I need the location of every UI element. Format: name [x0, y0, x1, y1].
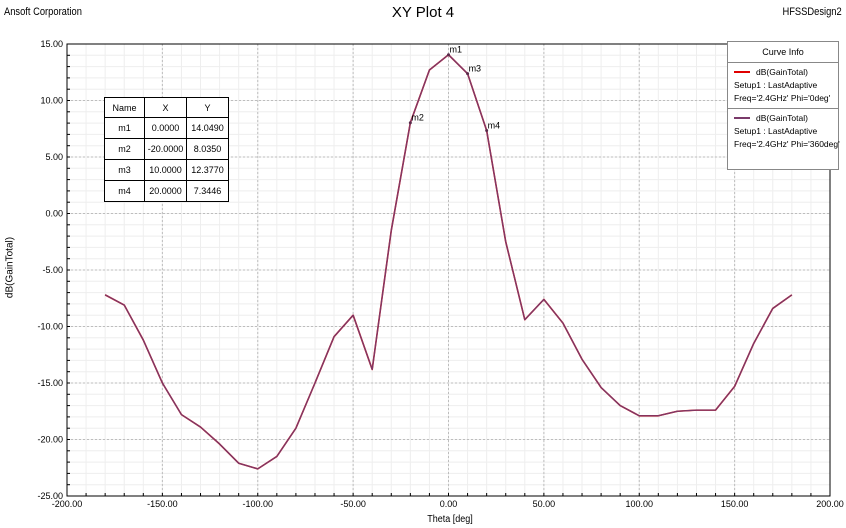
legend-entry[interactable]: dB(GainTotal) Setup1 : LastAdaptive Freq…	[728, 63, 838, 109]
y-tick-label: 5.00	[45, 152, 63, 162]
marker-table-header: Y	[186, 97, 229, 118]
legend-swatch	[734, 117, 750, 119]
marker-label: m3	[469, 64, 482, 74]
legend-swatch	[734, 71, 750, 73]
x-tick-label: 150.00	[721, 499, 749, 509]
x-tick-label: -200.00	[52, 499, 83, 509]
marker-table: Name X Y m1 0.0000 14.0490 m2 -20.0000 8…	[104, 97, 229, 202]
marker-point	[447, 53, 450, 57]
x-tick-label: -150.00	[147, 499, 178, 509]
table-cell: m4	[104, 180, 145, 202]
y-tick-label: -15.00	[37, 378, 63, 388]
legend-entry-freq: Freq='2.4GHz' Phi='360deg'	[734, 139, 840, 149]
marker-table-header-row: Name X Y	[104, 97, 229, 118]
design-name-label: HFSSDesign2	[782, 6, 842, 18]
table-cell: 20.0000	[144, 180, 187, 202]
y-axis-label: dB(GainTotal)	[4, 236, 16, 299]
legend-entry-name: dB(GainTotal)	[756, 113, 808, 123]
marker-table-header: X	[144, 97, 187, 118]
legend-entry-setup: Setup1 : LastAdaptive	[734, 80, 818, 90]
table-cell: m3	[104, 159, 145, 181]
y-tick-label: 10.00	[40, 96, 63, 106]
table-row: m1 0.0000 14.0490	[104, 117, 229, 139]
table-row: m2 -20.0000 8.0350	[104, 138, 229, 160]
legend-entry-setup: Setup1 : LastAdaptive	[734, 126, 818, 136]
company-label: Ansoft Corporation	[4, 6, 82, 18]
marker-table-header: Name	[104, 97, 145, 118]
x-tick-label: 100.00	[625, 499, 653, 509]
marker-point	[408, 121, 412, 125]
chart-title: XY Plot 4	[391, 4, 455, 21]
table-row: m3 10.0000 12.3770	[104, 159, 229, 181]
table-cell: 0.0000	[144, 117, 187, 139]
table-cell: 14.0490	[186, 117, 229, 139]
table-cell: 8.0350	[186, 138, 229, 160]
marker-point	[485, 129, 489, 133]
y-tick-label: -10.00	[37, 322, 63, 332]
legend[interactable]: Curve Info dB(GainTotal) Setup1 : LastAd…	[727, 41, 840, 170]
x-tick-label: 200.00	[816, 499, 844, 509]
table-cell: 7.3446	[186, 180, 229, 202]
x-tick-label: 0.00	[440, 499, 458, 509]
marker-label: m2	[411, 113, 424, 123]
legend-title: Curve Info	[728, 42, 838, 63]
table-cell: 10.0000	[144, 159, 187, 181]
y-tick-label: 15.00	[40, 39, 63, 49]
x-tick-label: -50.00	[340, 499, 366, 509]
marker-label: m4	[488, 121, 501, 131]
x-axis-label: Theta [deg]	[427, 514, 473, 525]
y-tick-label: 0.00	[45, 209, 63, 219]
marker-label: m1	[450, 45, 463, 55]
table-cell: -20.0000	[144, 138, 187, 160]
table-cell: m2	[104, 138, 145, 160]
table-cell: m1	[104, 117, 145, 139]
legend-entry[interactable]: dB(GainTotal) Setup1 : LastAdaptive Freq…	[728, 109, 840, 154]
legend-entry-freq: Freq='2.4GHz' Phi='0deg'	[734, 93, 831, 103]
y-tick-label: -25.00	[37, 491, 63, 501]
y-tick-label: -5.00	[42, 265, 63, 275]
y-tick-label: -20.00	[37, 435, 63, 445]
x-tick-label: 50.00	[533, 499, 556, 509]
legend-entry-name: dB(GainTotal)	[756, 67, 808, 77]
marker-point	[466, 72, 470, 76]
x-tick-label: -100.00	[242, 499, 273, 509]
table-cell: 12.3770	[186, 159, 229, 181]
table-row: m4 20.0000 7.3446	[104, 180, 229, 202]
